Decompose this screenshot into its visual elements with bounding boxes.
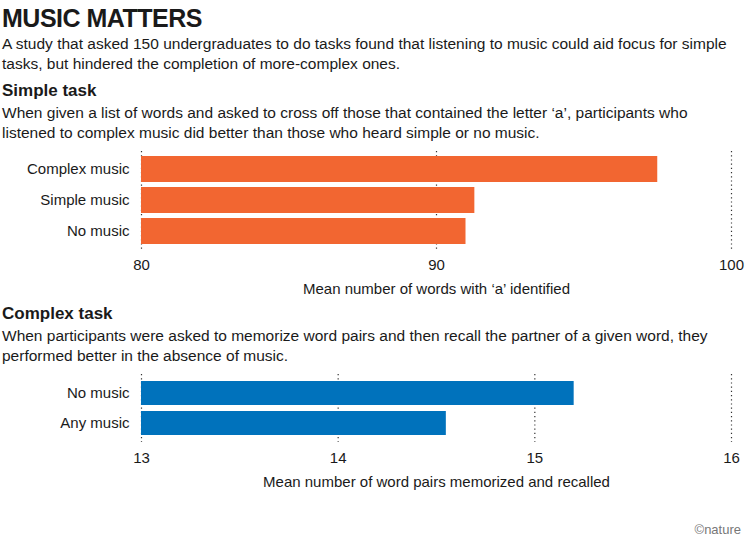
svg-text:Simple music: Simple music (40, 191, 130, 208)
svg-text:Complex music: Complex music (27, 160, 130, 177)
svg-text:No music: No music (67, 222, 130, 239)
svg-text:13: 13 (133, 449, 150, 466)
html-text:Complex task: Complex task (2, 304, 113, 323)
svg-text:No music: No music (67, 384, 130, 401)
svg-text:14: 14 (330, 449, 347, 466)
html-text:When participants were asked t: When participants were asked to memorize… (2, 327, 708, 364)
svg-text:80: 80 (133, 256, 150, 273)
html-text:MUSIC MATTERS: MUSIC MATTERS (2, 4, 202, 32)
svg-text:Mean number of words with ‘a’: Mean number of words with ‘a’ identified (303, 280, 570, 297)
html-text:When given a list of words and: When given a list of words and asked to … (2, 104, 688, 141)
svg-text:90: 90 (428, 256, 445, 273)
svg-text:100: 100 (719, 256, 744, 273)
svg-text:Any music: Any music (60, 414, 130, 431)
html-text:A study that asked 150 undergr: A study that asked 150 undergraduates to… (2, 35, 727, 72)
html-text:Simple task: Simple task (2, 81, 97, 100)
html-text:©nature: ©nature (694, 522, 741, 537)
svg-text:16: 16 (723, 449, 740, 466)
svg-text:Mean number of word pairs memo: Mean number of word pairs memorized and … (263, 473, 610, 490)
svg-text:15: 15 (526, 449, 543, 466)
